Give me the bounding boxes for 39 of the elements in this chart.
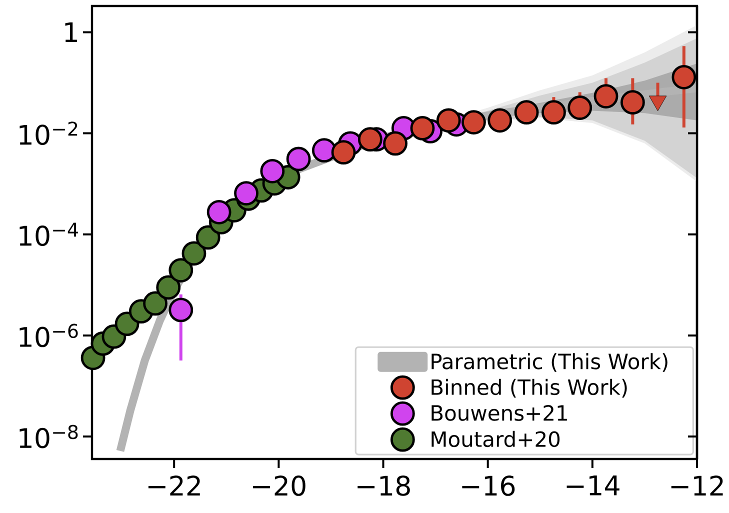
x-tick-label: −22 bbox=[148, 476, 200, 496]
y-tick-label: 10$^{−8}$ bbox=[20, 424, 78, 448]
x-tick-label: −20 bbox=[253, 476, 306, 496]
legend-label: Parametric (This Work) bbox=[432, 353, 668, 372]
point bbox=[648, 96, 667, 112]
point bbox=[620, 90, 645, 115]
y-tick-label: 10$^{−4}$ bbox=[20, 222, 78, 246]
point bbox=[358, 127, 382, 152]
legend-label: Binned (This Work) bbox=[432, 378, 627, 398]
point bbox=[168, 258, 194, 282]
legend-label: Moutard+20 bbox=[432, 430, 560, 448]
point bbox=[568, 96, 592, 120]
point bbox=[410, 116, 435, 140]
point bbox=[383, 131, 408, 156]
x-tick-label: −12 bbox=[671, 476, 723, 496]
y-tick-label: 1 bbox=[65, 22, 77, 42]
y-tick-label: 10$^{−2}$ bbox=[20, 122, 78, 146]
point bbox=[514, 100, 539, 125]
point bbox=[196, 225, 220, 250]
point bbox=[260, 158, 285, 184]
point bbox=[488, 108, 512, 133]
x-tick-label: −16 bbox=[462, 476, 515, 496]
x-tick-label: −18 bbox=[358, 476, 410, 496]
point bbox=[286, 146, 311, 172]
point bbox=[331, 140, 356, 165]
y-tick-label: 10$^{−6}$ bbox=[20, 324, 78, 348]
point bbox=[182, 241, 206, 266]
point bbox=[156, 275, 181, 300]
point bbox=[168, 298, 194, 322]
point bbox=[462, 110, 486, 134]
legend-label: Bouwens+21 bbox=[432, 405, 567, 421]
point bbox=[143, 291, 168, 316]
point bbox=[436, 108, 461, 133]
point bbox=[234, 181, 258, 206]
point bbox=[594, 84, 618, 108]
point bbox=[542, 100, 566, 125]
point bbox=[206, 200, 232, 224]
x-tick-label: −14 bbox=[566, 476, 620, 496]
point bbox=[312, 138, 336, 163]
